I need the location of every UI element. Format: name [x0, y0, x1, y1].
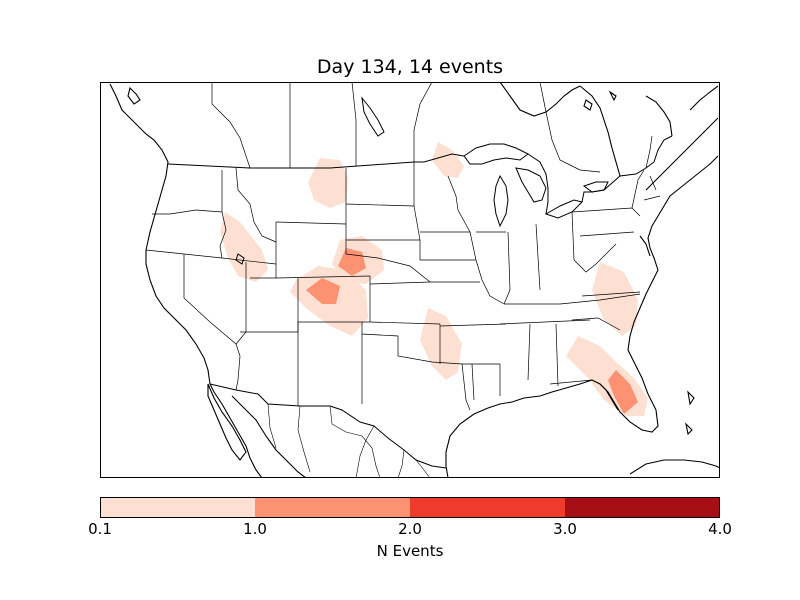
event-region-montana	[308, 158, 348, 208]
country-borders	[167, 135, 673, 469]
event-region-colorado-inner	[306, 278, 340, 304]
great-lakes	[235, 96, 609, 265]
lake-winnipeg	[361, 96, 385, 137]
event-region-minnesota	[432, 142, 464, 178]
map-panel	[100, 82, 720, 478]
lake-ontario	[582, 181, 609, 193]
colorbar-tick-label: 4.0	[708, 520, 732, 538]
coastline	[109, 82, 720, 478]
mexican-state-borders	[267, 403, 431, 478]
event-region-virginia	[592, 262, 638, 336]
lake-superior	[463, 143, 529, 165]
map-title: Day 134, 14 events	[316, 56, 504, 78]
colorbar-label: N Events	[376, 542, 444, 560]
event-region-florida-inner	[608, 370, 638, 414]
map-border	[100, 82, 720, 478]
colorbar-tick-label: 2.0	[398, 520, 422, 538]
colorbar-bin-1	[100, 497, 255, 518]
colorbar-tick-label: 3.0	[553, 520, 577, 538]
great-salt-lake	[235, 253, 245, 265]
state-borders	[145, 162, 661, 411]
colorbar-bin-3	[410, 497, 565, 518]
colorbar	[100, 497, 720, 518]
colorbar-tick-label: 0.1	[88, 520, 112, 538]
colorbar-tick-label: 1.0	[243, 520, 267, 538]
event-region-idaho	[220, 212, 268, 282]
colorbar-bin-2	[255, 497, 410, 518]
lake-michigan	[493, 174, 509, 228]
province-borders	[211, 82, 653, 173]
colorbar-bin-4	[565, 497, 720, 518]
event-region-wyoming-inner	[338, 248, 366, 276]
event-contours	[220, 142, 648, 416]
lake-huron	[515, 167, 547, 203]
colorbar-outline	[100, 497, 720, 518]
